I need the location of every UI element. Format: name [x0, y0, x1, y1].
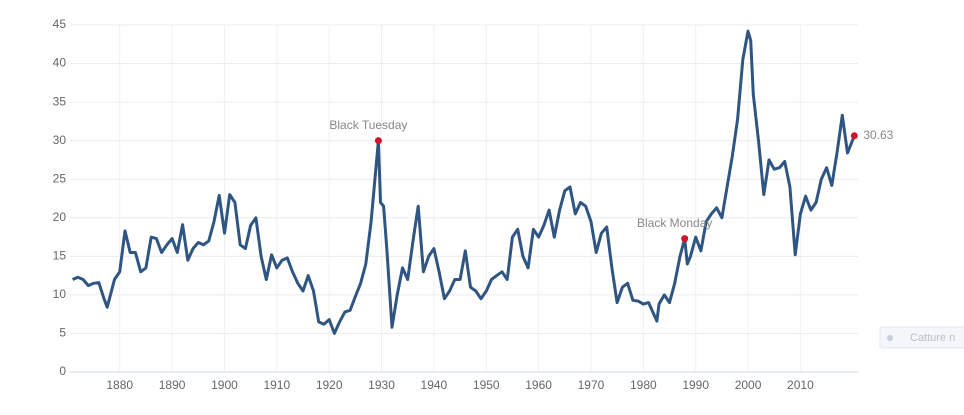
y-tick-label: 20 — [53, 210, 67, 224]
capture-button[interactable]: Catture n — [879, 326, 964, 349]
x-tick-label: 1950 — [473, 378, 500, 392]
annotation-label: Black Tuesday — [329, 118, 407, 132]
y-tick-label: 40 — [53, 56, 67, 70]
x-tick-label: 1880 — [106, 378, 133, 392]
x-tick-label: 2010 — [787, 378, 814, 392]
button-icon — [887, 335, 893, 341]
x-tick-label: 1960 — [525, 378, 552, 392]
y-tick-label: 10 — [53, 287, 67, 301]
button-label: Catture n — [910, 332, 955, 344]
x-tick-label: 1990 — [682, 378, 709, 392]
x-tick-label: 1920 — [316, 378, 343, 392]
x-tick-label: 1970 — [578, 378, 605, 392]
annotation-point — [374, 137, 382, 145]
annotation-label: 30.63 — [863, 128, 893, 142]
x-tick-label: 1930 — [368, 378, 395, 392]
x-tick-label: 1980 — [630, 378, 657, 392]
x-tick-label: 2000 — [735, 378, 762, 392]
annotation-point — [681, 235, 689, 243]
x-tick-label: 1910 — [263, 378, 290, 392]
y-tick-label: 30 — [53, 133, 67, 147]
y-tick-label: 0 — [59, 364, 66, 378]
y-tick-label: 35 — [53, 94, 67, 108]
annotation-point — [850, 132, 858, 140]
button-bg — [879, 326, 964, 349]
y-tick-label: 5 — [59, 326, 66, 340]
x-tick-label: 1940 — [421, 378, 448, 392]
y-tick-label: 45 — [53, 17, 67, 31]
y-tick-label: 25 — [53, 171, 67, 185]
x-tick-label: 1890 — [159, 378, 186, 392]
y-tick-label: 15 — [53, 249, 67, 263]
series-line — [72, 29, 856, 335]
x-tick-label: 1900 — [211, 378, 238, 392]
annotation-label: Black Monday — [637, 216, 712, 230]
